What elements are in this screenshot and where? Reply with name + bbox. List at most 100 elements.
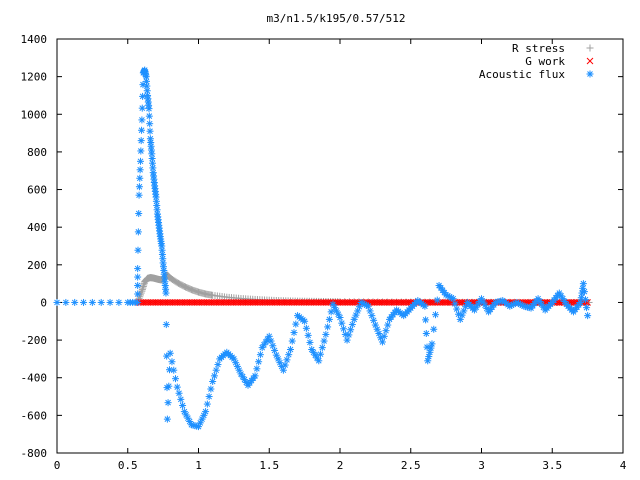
acoustic-flux-point <box>172 375 180 383</box>
acoustic-flux-point <box>425 353 433 361</box>
legend-cross-icon <box>586 57 594 65</box>
acoustic-flux-point <box>256 351 264 359</box>
acoustic-flux-point <box>577 298 585 306</box>
acoustic-flux-point <box>324 323 332 331</box>
y-tick-label: 0 <box>40 296 47 309</box>
acoustic-flux-point <box>212 366 220 374</box>
acoustic-flux-point <box>451 300 459 308</box>
acoustic-flux-point <box>175 389 183 397</box>
y-tick-label: -600 <box>21 409 48 422</box>
legend-star-icon <box>586 70 594 78</box>
acoustic-flux-point <box>177 395 185 403</box>
acoustic-flux-point <box>579 280 587 288</box>
acoustic-flux-point <box>315 357 323 365</box>
acoustic-flux-point <box>134 290 142 298</box>
x-axis-ticks: 0 0.5 1 1.5 2 2.5 3 3.5 4 <box>54 39 627 472</box>
acoustic-flux-point <box>432 311 440 319</box>
acoustic-flux-point <box>306 338 314 346</box>
acoustic-flux-point <box>165 382 173 390</box>
acoustic-flux-point <box>251 372 259 380</box>
legend-plus-icon <box>586 44 594 52</box>
acoustic-flux-point <box>382 327 390 335</box>
acoustic-flux-point <box>168 358 176 366</box>
acoustic-flux-point <box>481 301 489 309</box>
acoustic-flux-point <box>255 358 263 366</box>
y-tick-label: 200 <box>27 259 47 272</box>
y-tick-label: 1400 <box>21 33 48 46</box>
acoustic-flux-point <box>253 365 261 373</box>
acoustic-flux-point <box>331 304 339 312</box>
acoustic-flux-point <box>164 399 172 407</box>
acoustic-flux-point <box>80 298 88 306</box>
acoustic-flux-point <box>210 372 218 380</box>
acoustic-flux-point <box>286 346 294 353</box>
r-stress-point <box>585 298 593 306</box>
acoustic-flux-point <box>582 296 590 304</box>
acoustic-flux-point <box>146 120 154 128</box>
acoustic-flux-point <box>320 337 328 345</box>
acoustic-flux-point <box>584 312 592 320</box>
acoustic-flux-point <box>380 332 388 340</box>
acoustic-flux-point <box>207 385 215 393</box>
acoustic-flux-point <box>583 304 591 312</box>
acoustic-flux-point <box>205 393 213 401</box>
acoustic-flux-point <box>62 298 70 306</box>
acoustic-flux-point <box>135 191 143 199</box>
acoustic-flux-point <box>142 77 150 85</box>
acoustic-flux-point <box>453 305 461 313</box>
legend: R stress G work Acoustic flux <box>479 42 594 81</box>
y-tick-label: -200 <box>21 334 48 347</box>
acoustic-flux-point <box>137 147 145 155</box>
acoustic-flux-point <box>281 361 289 369</box>
acoustic-flux-point <box>285 351 293 359</box>
acoustic-flux-point <box>203 400 211 408</box>
acoustic-flux-point <box>336 314 344 322</box>
y-axis-ticks: -800 -600 -400 -200 0 200 400 600 800 1000 1200 140… <box>21 33 623 460</box>
acoustic-flux-point <box>209 377 217 385</box>
acoustic-flux-point <box>138 104 146 112</box>
legend-marker-g-work <box>586 57 594 65</box>
y-tick-label: 600 <box>27 184 47 197</box>
x-tick-label: 2.5 <box>401 459 421 472</box>
acoustic-flux-point <box>136 157 144 165</box>
acoustic-flux-point <box>139 92 147 100</box>
y-tick-label: -400 <box>21 372 48 385</box>
acoustic-flux-point <box>134 265 142 273</box>
acoustic-flux-point <box>302 324 310 332</box>
acoustic-flux-point <box>433 296 441 304</box>
acoustic-flux-point <box>283 356 291 364</box>
acoustic-flux-point <box>345 331 353 339</box>
acoustic-flux-point <box>424 357 432 365</box>
legend-label-r-stress: R stress <box>512 42 565 55</box>
acoustic-flux-point <box>134 298 142 306</box>
plot-frame <box>56 38 624 454</box>
acoustic-flux-point <box>145 112 153 120</box>
acoustic-flux-point <box>290 329 298 337</box>
acoustic-flux-point <box>170 366 178 374</box>
legend-marker-r-stress <box>586 44 594 52</box>
acoustic-flux-point <box>375 330 383 338</box>
acoustic-flux-point <box>427 344 435 352</box>
acoustic-flux-point <box>422 316 430 324</box>
y-tick-label: 800 <box>27 146 47 159</box>
acoustic-flux-point <box>163 415 171 423</box>
acoustic-flux-point <box>292 320 300 328</box>
acoustic-flux-point <box>347 326 355 334</box>
acoustic-flux-point <box>53 298 61 306</box>
acoustic-flux-point <box>138 116 146 124</box>
legend-label-acoustic-flux: Acoustic flux <box>479 68 565 81</box>
legend-label-g-work: G work <box>525 55 565 68</box>
acoustic-flux-point <box>340 325 348 333</box>
y-tick-label: 1200 <box>21 71 48 84</box>
acoustic-flux-point <box>279 366 287 374</box>
y-tick-label: 1000 <box>21 108 48 121</box>
acoustic-flux-point <box>317 350 325 358</box>
acoustic-flux-point <box>106 298 114 306</box>
legend-marker-acoustic-flux <box>586 70 594 78</box>
x-tick-label: 4 <box>620 459 627 472</box>
acoustic-flux-point <box>288 337 296 345</box>
acoustic-flux-point <box>145 105 153 113</box>
acoustic-flux-point <box>449 295 457 303</box>
x-tick-label: 2 <box>337 459 344 472</box>
